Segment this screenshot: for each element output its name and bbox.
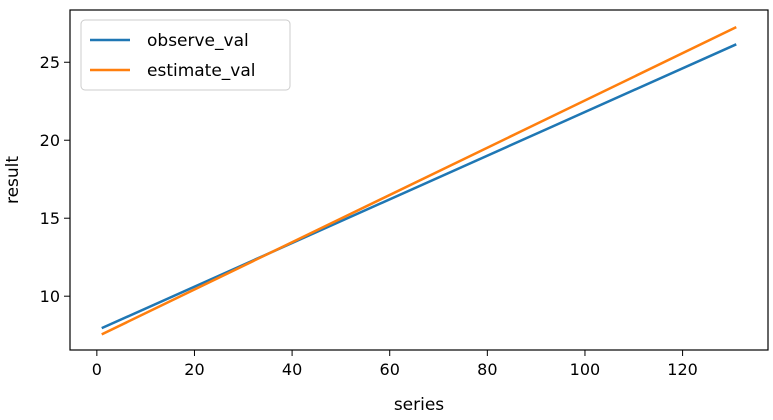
legend-label-observe-val: observe_val [147, 31, 249, 51]
axes-frame [69, 9, 769, 351]
legend: observe_val estimate_val [80, 19, 291, 91]
x-tick-label: 0 [92, 360, 102, 379]
x-tick-label: 80 [477, 360, 497, 379]
x-tick-label: 120 [667, 360, 698, 379]
y-axis-label: result [3, 156, 23, 204]
x-axis-label: series [394, 395, 444, 415]
y-tick-label: 20 [40, 131, 60, 150]
x-tick-label: 40 [282, 360, 302, 379]
plot-area [101, 26, 737, 336]
y-tick-label: 25 [40, 53, 60, 72]
series-line-observe-val [101, 43, 737, 330]
x-axis-ticks: 0 20 40 60 80 100 120 [92, 350, 698, 379]
x-tick-label: 100 [570, 360, 601, 379]
legend-label-estimate-val: estimate_val [147, 61, 256, 81]
y-tick-label: 10 [40, 287, 60, 306]
x-tick-label: 60 [380, 360, 400, 379]
x-tick-label: 20 [184, 360, 204, 379]
y-tick-label: 15 [40, 209, 60, 228]
legend-box [80, 19, 291, 91]
series-line-estimate-val [101, 26, 737, 336]
y-axis-ticks: 10 15 20 25 [40, 53, 70, 306]
